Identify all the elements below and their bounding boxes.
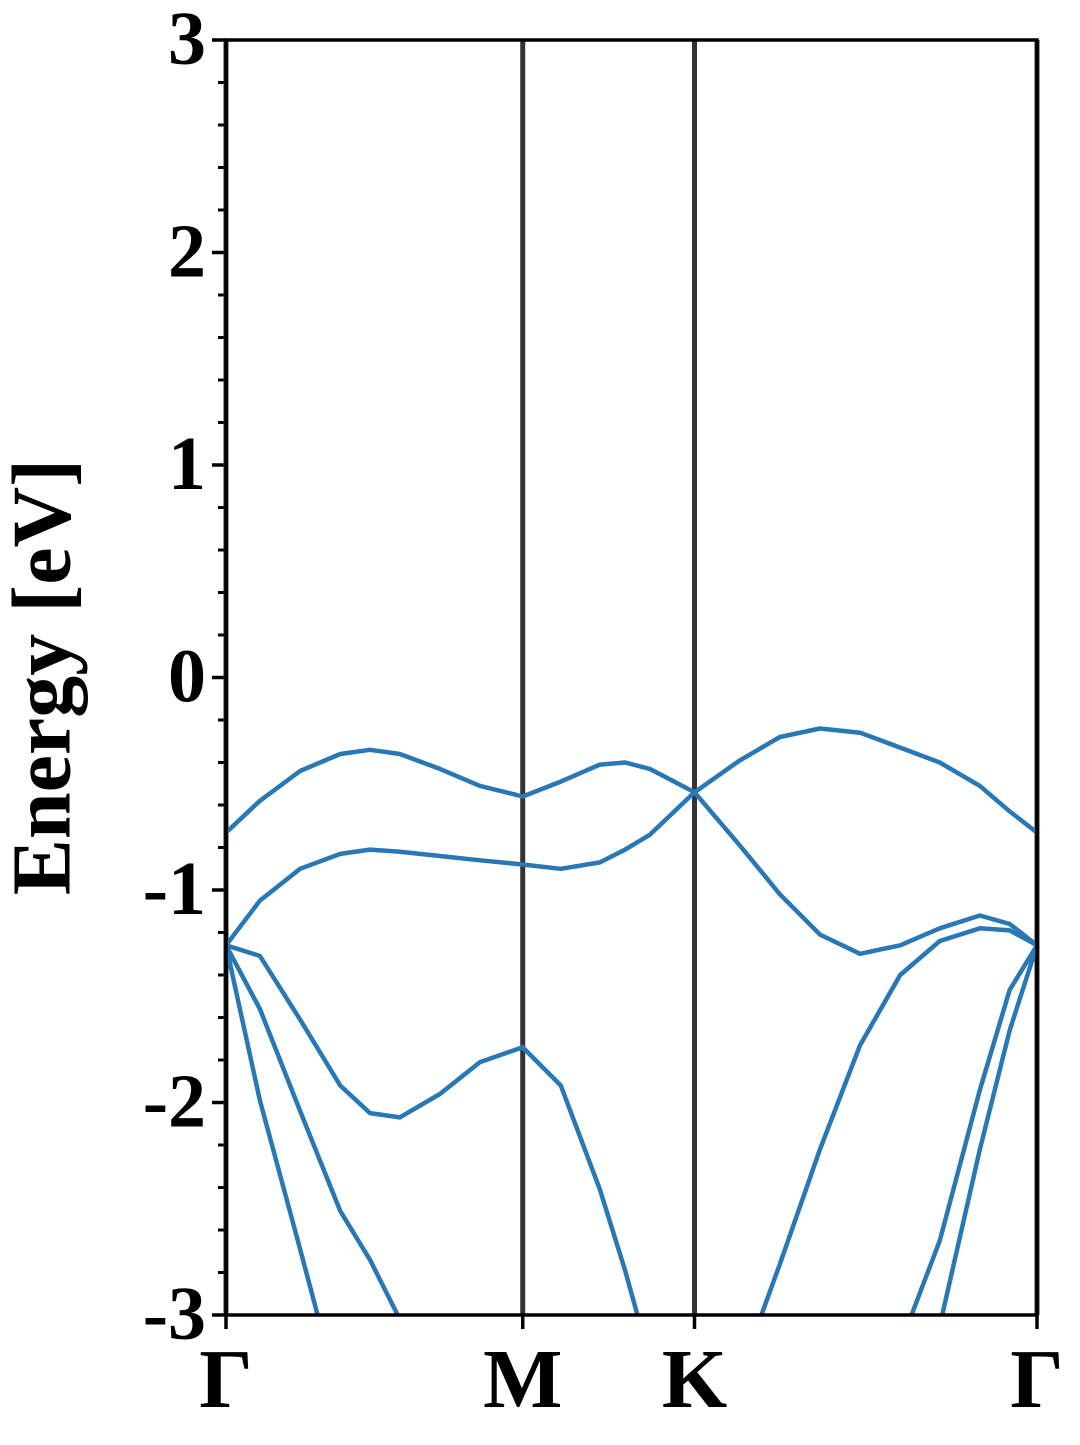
x-tick-label: M: [483, 1333, 562, 1426]
band-line: [226, 726, 1037, 835]
y-tick-label: 2: [168, 210, 206, 294]
band-line: [226, 926, 1037, 1315]
y-tick-label: -3: [143, 1272, 206, 1356]
y-tick-label: -1: [143, 847, 206, 931]
y-tick-label: -2: [143, 1060, 206, 1144]
x-tick-label: Γ: [199, 1333, 252, 1426]
x-tick-label: Γ: [1010, 1333, 1063, 1426]
band-line: [226, 943, 1037, 1315]
y-tick-label: 0: [168, 635, 206, 719]
y-tick-label: 3: [168, 0, 206, 81]
x-tick-label: K: [662, 1333, 727, 1426]
plot-frame: [224, 38, 1039, 1317]
band-line: [226, 790, 1037, 957]
y-tick-label: 1: [168, 422, 206, 506]
plot-area: [226, 726, 1037, 1315]
band-line: [226, 943, 1037, 1315]
y-axis-label: Energy [eV]: [0, 459, 88, 895]
